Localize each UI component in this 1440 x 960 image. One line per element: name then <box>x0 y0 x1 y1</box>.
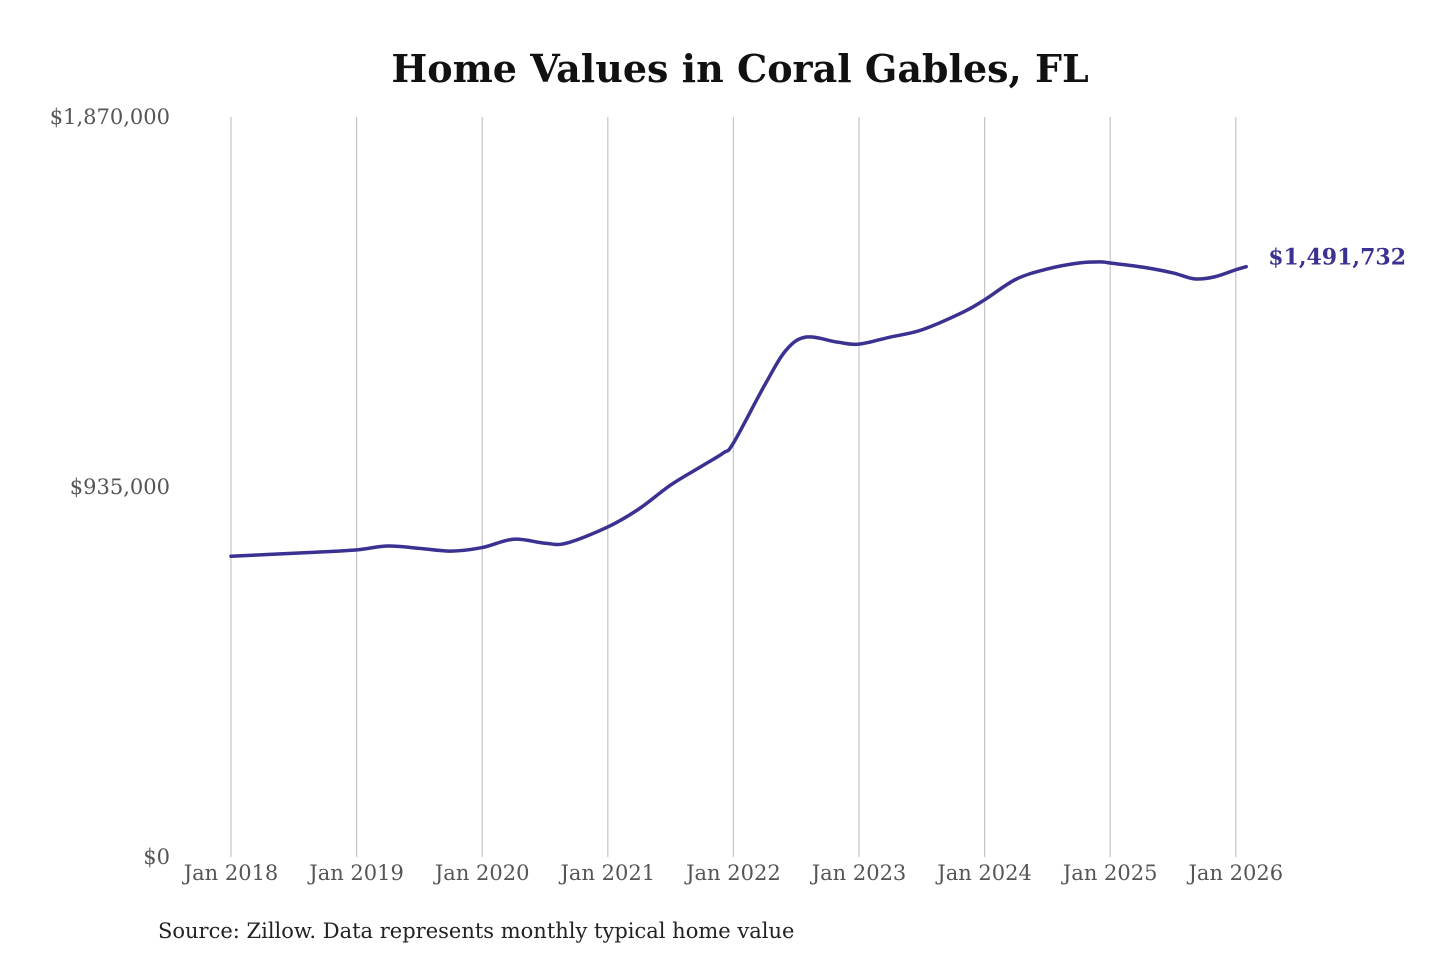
y-tick-label: $0 <box>143 845 170 869</box>
x-tick-label: Jan 2019 <box>307 861 404 885</box>
x-tick-label: Jan 2020 <box>433 861 530 885</box>
x-tick-label: Jan 2023 <box>810 861 907 885</box>
y-tick-label: $935,000 <box>70 475 170 499</box>
x-tick-label: Jan 2018 <box>182 861 279 885</box>
x-tick-label: Jan 2024 <box>935 861 1032 885</box>
x-tick-label: Jan 2021 <box>559 861 656 885</box>
source-note: Source: Zillow. Data represents monthly … <box>158 919 794 943</box>
x-tick-label: Jan 2022 <box>684 861 781 885</box>
chart-title: Home Values in Coral Gables, FL <box>391 46 1088 91</box>
x-tick-label: Jan 2026 <box>1187 861 1284 885</box>
series-line <box>229 260 1248 559</box>
x-tick-label: Jan 2025 <box>1061 861 1158 885</box>
end-value-label: $1,491,732 <box>1268 245 1406 271</box>
y-tick-label: $1,870,000 <box>50 105 170 129</box>
